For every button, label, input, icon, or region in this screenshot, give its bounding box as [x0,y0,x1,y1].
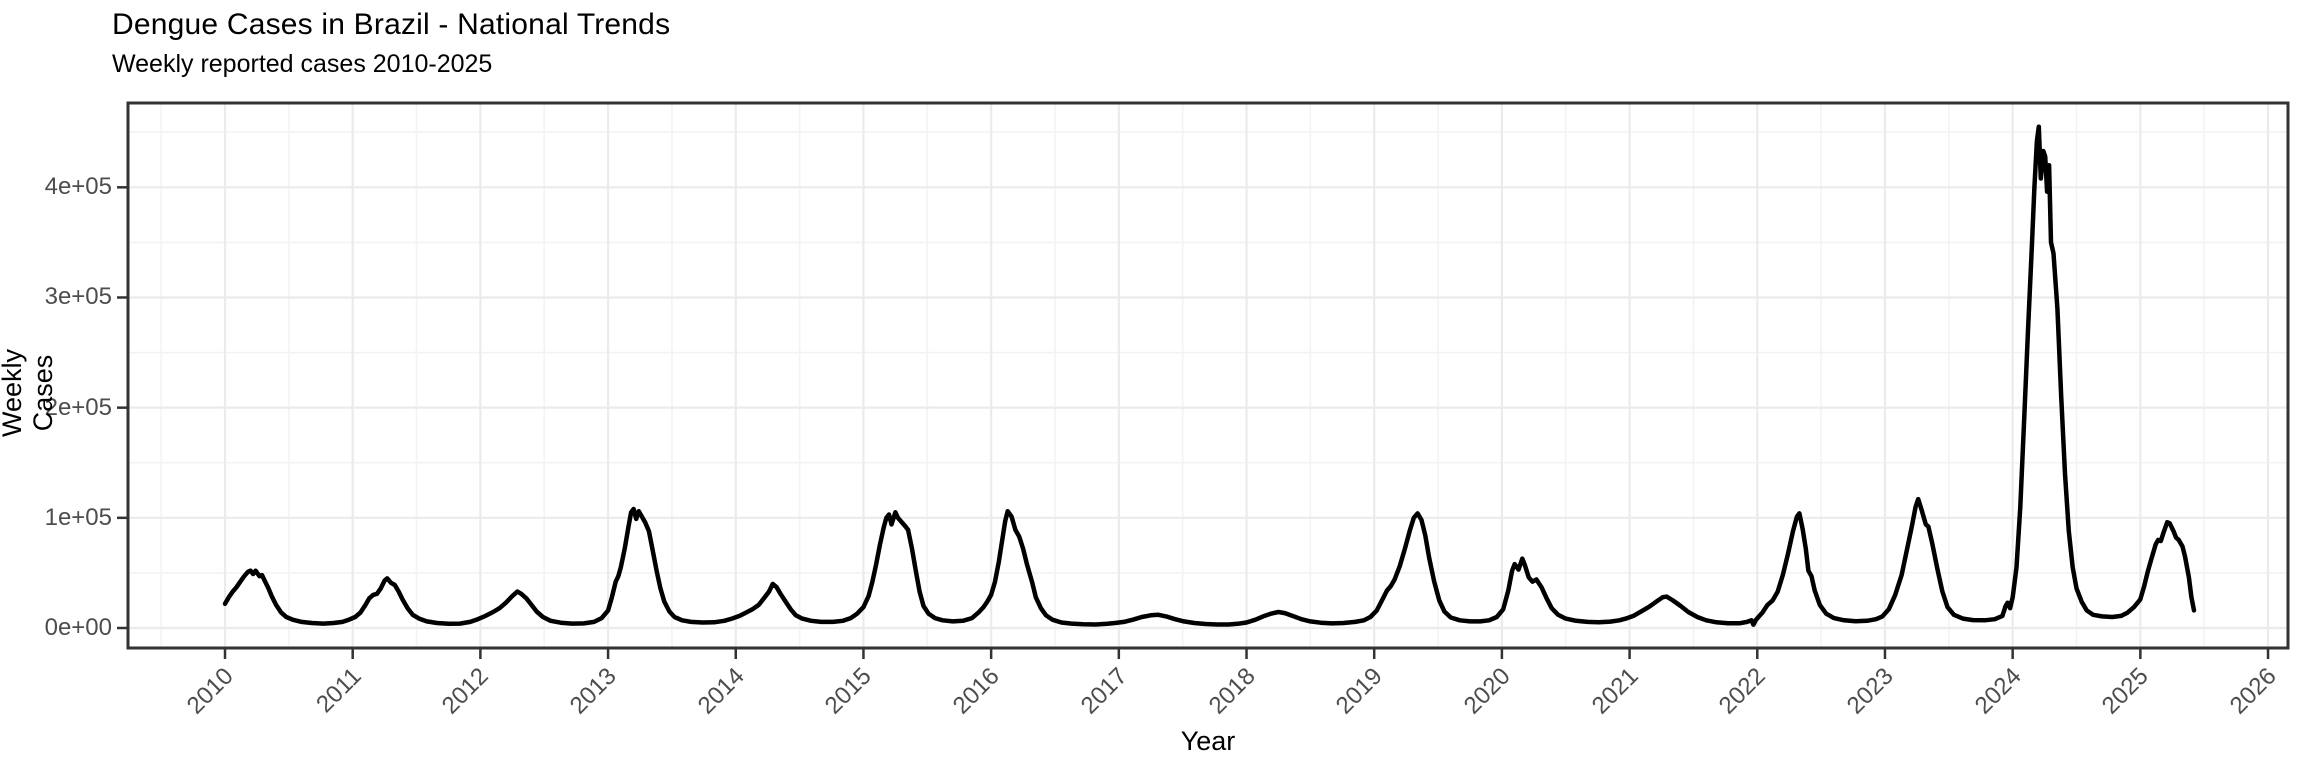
y-tick-label: 3e+05 [44,283,112,311]
y-tick-label: 0e+00 [44,614,112,641]
y-tick-label: 1e+05 [44,503,112,531]
dengue-cases-line [222,124,2197,627]
y-tick-label: 4e+05 [44,173,112,201]
y-tick-label: 2e+05 [44,393,112,421]
chart-title: Dengue Cases in Brazil - National Trends [112,8,671,41]
y-axis-title: Weekly Cases [0,348,58,438]
chart-subtitle: Weekly reported cases 2010-2025 [112,50,493,78]
x-axis-title: Year [1180,726,1236,756]
